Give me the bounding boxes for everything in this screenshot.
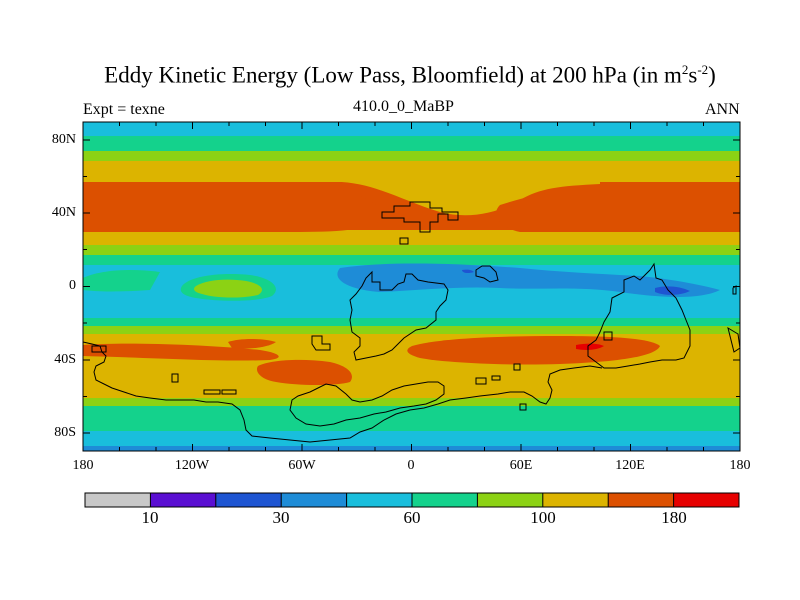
outline-islet-n [399, 237, 409, 245]
continent-outlines [82, 201, 741, 443]
trop-lime-patch [194, 279, 262, 298]
south-jet-mid [256, 359, 352, 385]
y-ticks-minor [83, 176, 740, 397]
colorbar-box-6 [412, 493, 478, 507]
south-jet-west [83, 343, 279, 361]
jet-gap [330, 170, 600, 216]
colorbar-label: 60 [403, 508, 421, 527]
band-south-60 [83, 406, 740, 433]
south-jet-core [576, 343, 604, 350]
season-label: ANN [705, 101, 740, 118]
trop-blue-spot [462, 269, 474, 274]
colorbar-box-5 [346, 493, 412, 507]
outline-far-west [91, 345, 107, 353]
colorbar-box-9 [608, 493, 674, 507]
colorbar-label: 100 [530, 508, 556, 527]
outline-tropical-far-east [587, 262, 691, 369]
colorbar-label: 180 [661, 508, 687, 527]
outline-islet-d [221, 389, 237, 395]
x-tick-label: 60W [288, 458, 316, 473]
period-label: 410.0_0_MaBP [353, 98, 454, 115]
map-title: Eddy Kinetic Energy (Low Pass, Bloomfiel… [104, 62, 716, 88]
x-tick-label: 180 [72, 458, 94, 473]
y-tick-label: 40S [54, 352, 76, 367]
experiment-label: Expt = texne [83, 101, 165, 118]
outline-islet-f [491, 375, 501, 381]
colorbar-dividers [149, 493, 675, 507]
colorbar-box-2 [150, 493, 216, 507]
x-tick-label: 120W [174, 458, 210, 473]
y-tick-label: 0 [69, 278, 76, 293]
band-north-sub-yellow [83, 230, 740, 248]
map-frame [82, 121, 741, 452]
x-tick-label: 60E [509, 458, 533, 473]
south-jet-patch [228, 339, 276, 349]
trop-green-east [83, 270, 160, 292]
y-ticks-major [83, 139, 740, 434]
x-tick-label: 180 [729, 458, 751, 473]
x-ticks-minor [119, 122, 704, 451]
colorbar-box-7 [477, 493, 543, 507]
outline-islet-h [519, 403, 527, 411]
north-jet-east [496, 184, 740, 232]
band-north-green [83, 151, 740, 161]
outline-islet-b [171, 373, 179, 383]
colorbar-box-3 [215, 493, 282, 507]
contour-field [83, 122, 740, 451]
colorbar-box-10 [673, 493, 739, 507]
band-north-sub-green [83, 245, 740, 255]
band-south-trop [83, 318, 740, 328]
colorbar-label: 10 [141, 508, 159, 527]
outline-south-inner [289, 381, 445, 427]
colorbar-box-8 [542, 493, 609, 507]
colorbar-box-4 [281, 493, 347, 507]
outline-islet-a [311, 335, 331, 351]
band-south-green2 [83, 398, 740, 408]
y-tick-label: 40N [51, 205, 76, 220]
outline-tropical-west [349, 270, 449, 361]
outline-islet-i [603, 331, 613, 341]
outline-tropical-east [475, 265, 499, 283]
colorbar [84, 492, 740, 508]
x-tick-label: 120E [615, 458, 645, 473]
outline-islet-e [475, 377, 487, 385]
band-north-trop [83, 255, 740, 267]
x-tick-label: 0 [407, 458, 415, 473]
north-jet-west [83, 183, 385, 232]
y-tick-label: 80N [51, 132, 76, 147]
y-tick-label: 80S [54, 425, 76, 440]
trop-blue-core [655, 286, 690, 295]
south-jet-east [407, 336, 660, 365]
band-south-green [83, 326, 740, 336]
colorbar-label: 30 [272, 508, 290, 527]
outline-north-block [381, 201, 459, 233]
x-ticks-major [82, 122, 741, 451]
colorbar-box-1 [85, 493, 151, 507]
outline-islet-g [513, 363, 521, 371]
outline-islet-c [203, 389, 221, 395]
outline-south-main [82, 341, 603, 443]
